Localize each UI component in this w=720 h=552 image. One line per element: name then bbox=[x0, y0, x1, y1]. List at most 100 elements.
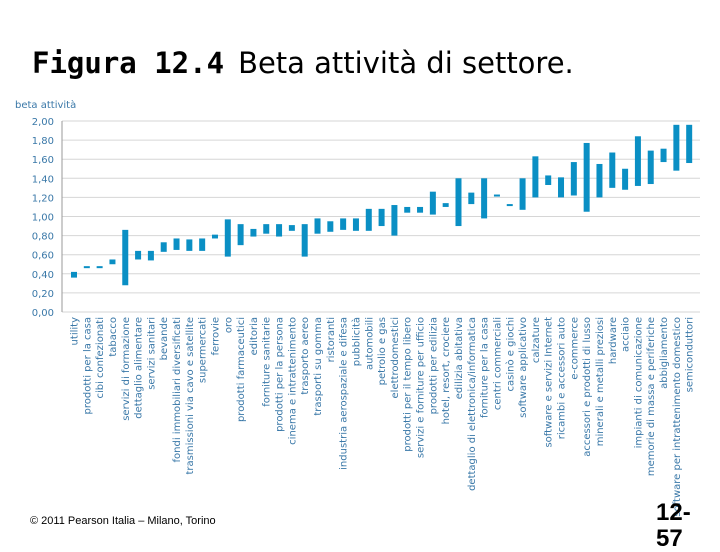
range-bar bbox=[211, 234, 218, 239]
range-bar bbox=[122, 229, 129, 286]
category-label: ricambi e accessori auto bbox=[557, 317, 568, 439]
category-label: pubblicità bbox=[350, 317, 362, 366]
range-bar bbox=[109, 259, 116, 265]
range-bar bbox=[596, 163, 603, 198]
range-bar bbox=[135, 250, 142, 260]
range-bar bbox=[224, 219, 231, 257]
category-label: servizi sanitari bbox=[146, 317, 157, 390]
y-tick-label: 1,20 bbox=[32, 193, 54, 204]
category-label: industria aerospaziale e difesa bbox=[339, 317, 350, 470]
category-label: prodotti per la persona bbox=[275, 317, 286, 432]
category-label: software per intrattenimento domestico bbox=[672, 317, 683, 517]
category-label: e-commerce bbox=[569, 317, 580, 380]
range-bar bbox=[314, 218, 321, 234]
category-label: oro bbox=[223, 317, 234, 333]
range-bar bbox=[558, 177, 565, 198]
range-bar bbox=[442, 203, 449, 207]
figure-number: Figura 12.4 bbox=[32, 46, 225, 80]
range-bar bbox=[147, 250, 154, 261]
range-bar bbox=[365, 208, 372, 231]
range-bar bbox=[237, 224, 244, 246]
range-bar bbox=[83, 266, 90, 269]
y-tick-label: 1,40 bbox=[32, 174, 54, 185]
category-label: calzature bbox=[531, 317, 542, 363]
range-bar bbox=[160, 242, 167, 252]
category-label: prodotti per edilizia bbox=[428, 317, 439, 414]
y-tick-label: 0,20 bbox=[32, 289, 54, 300]
copyright-notice: © 2011 Pearson Italia – Milano, Torino bbox=[30, 515, 216, 527]
range-bar bbox=[493, 194, 500, 197]
range-bar bbox=[301, 224, 308, 257]
beta-chart: beta attività 0,00 0,20 0,40 0,60 0,80 1,00 1,2… bbox=[15, 99, 700, 517]
y-tick-label: 1,60 bbox=[32, 155, 54, 166]
range-bar bbox=[417, 206, 424, 213]
y-tick-label: 0,80 bbox=[32, 232, 54, 243]
range-bar bbox=[391, 205, 398, 236]
category-label: dettaglio di elettronica/informatica bbox=[467, 317, 478, 491]
range-bar bbox=[519, 178, 526, 210]
category-label: dettaglio alimentare bbox=[134, 317, 145, 419]
y-tick-label: 1,80 bbox=[32, 136, 54, 147]
range-bar bbox=[506, 204, 513, 207]
category-label: trasporti su gomma bbox=[313, 317, 324, 416]
axes: beta attività 0,00 0,20 0,40 0,60 0,80 1,00 1,2… bbox=[15, 99, 76, 319]
category-label: ferrovie bbox=[210, 317, 221, 355]
category-label: hardware bbox=[608, 317, 619, 364]
category-label: minerali e metalli preziosi bbox=[595, 317, 606, 446]
category-label: trasporto aereo bbox=[300, 317, 311, 395]
category-label: supermercati bbox=[198, 317, 209, 383]
category-label: edilizia abitativa bbox=[454, 317, 465, 399]
figure-caption: Beta attività di settore. bbox=[238, 46, 574, 80]
category-label: cinema e intrattenimento bbox=[287, 317, 298, 445]
range-bar bbox=[199, 238, 206, 251]
y-tick-label: 1,00 bbox=[32, 213, 54, 224]
range-bar bbox=[570, 162, 577, 196]
category-label: impianti di comunicazione bbox=[633, 317, 644, 448]
category-label: elettrodomestici bbox=[390, 317, 401, 398]
category-label: prodotti per il tempo libero bbox=[403, 317, 414, 452]
category-label: tabacco bbox=[108, 317, 119, 357]
category-label: bevande bbox=[159, 317, 170, 360]
range-bar bbox=[429, 191, 436, 215]
range-bar bbox=[455, 178, 462, 227]
range-bar bbox=[583, 142, 590, 212]
category-label: petrolio e gas bbox=[377, 317, 388, 385]
page-number: 12-57 bbox=[656, 499, 691, 552]
range-bar bbox=[404, 206, 411, 213]
category-label: software applicativo bbox=[518, 317, 529, 418]
range-bar bbox=[481, 178, 488, 219]
range-bar bbox=[660, 148, 667, 163]
category-label: fondi immobiliari diversificati bbox=[172, 317, 183, 462]
category-label: memorie di massa e periferiche bbox=[646, 317, 657, 476]
range-bar bbox=[545, 175, 552, 185]
category-label: forniture sanitarie bbox=[262, 317, 273, 407]
y-axis-label: beta attività bbox=[15, 99, 76, 111]
range-bar bbox=[673, 124, 680, 171]
category-label: prodotti farmaceutici bbox=[236, 317, 247, 422]
grid-lines bbox=[62, 120, 700, 313]
range-bar bbox=[634, 136, 641, 186]
category-labels: utility prodotti per la casa cibi confezio… bbox=[70, 317, 696, 517]
slide-title: Figura 12.4 Beta attività di settore. bbox=[32, 46, 574, 80]
range-bar bbox=[622, 168, 629, 190]
category-label: ristoranti bbox=[326, 317, 337, 362]
category-label: automobili bbox=[364, 317, 375, 370]
category-label: software e servizi Internet bbox=[544, 317, 555, 448]
category-label: prodotti per la casa bbox=[82, 317, 93, 414]
y-tick-label: 2,00 bbox=[32, 117, 54, 128]
category-label: servizi di formazione bbox=[121, 317, 132, 421]
range-bar bbox=[686, 124, 693, 164]
bars bbox=[71, 124, 693, 286]
range-bar bbox=[340, 218, 347, 230]
range-bar bbox=[378, 208, 385, 227]
range-bar bbox=[250, 228, 257, 237]
category-label: cibi confezionati bbox=[95, 317, 106, 399]
range-bar bbox=[468, 192, 475, 205]
range-bar bbox=[288, 225, 295, 231]
y-tick-label: 0,00 bbox=[32, 308, 54, 319]
range-bar bbox=[186, 239, 193, 251]
category-label: centri commerciali bbox=[492, 317, 503, 410]
category-label: servizi e forniture per ufficio bbox=[416, 317, 427, 458]
range-bar bbox=[609, 152, 616, 188]
category-label: abbigliamento bbox=[659, 317, 670, 389]
